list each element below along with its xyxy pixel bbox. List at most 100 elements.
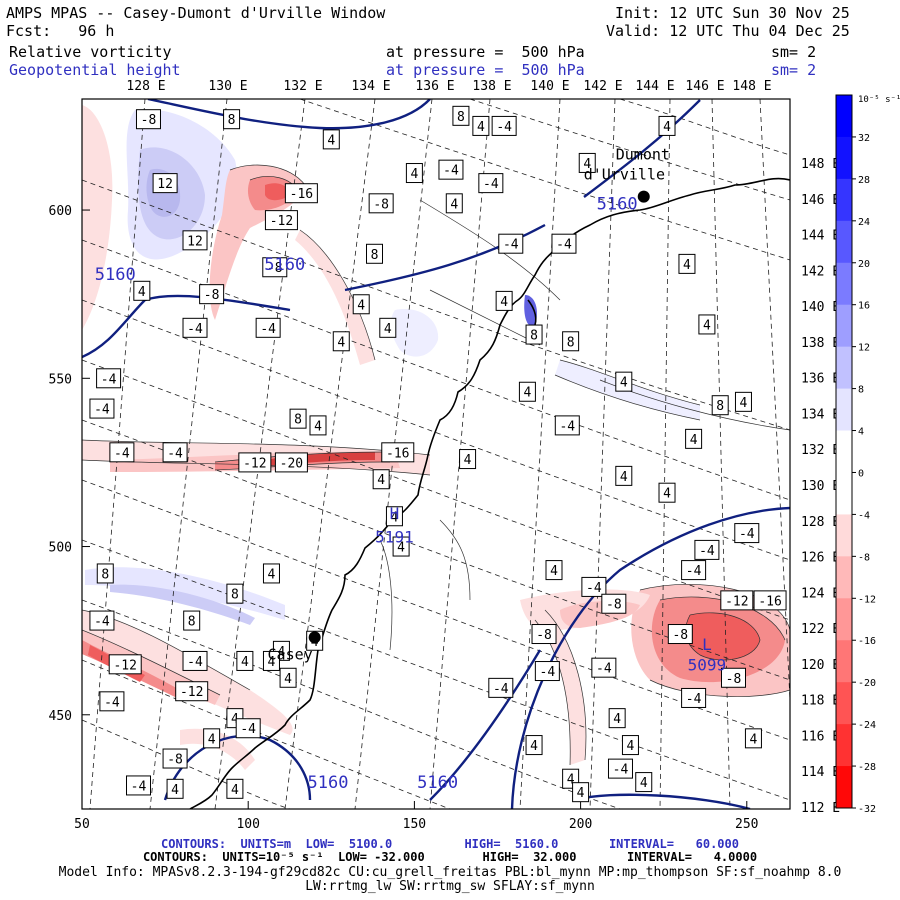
vorticity-label-text: 8 <box>188 615 196 630</box>
vorticity-label-text: 8 <box>231 588 239 603</box>
colorbar-tick-label: 32 <box>858 133 870 144</box>
vorticity-label-text: 8 <box>101 567 109 582</box>
vorticity-label-box <box>152 173 178 194</box>
vorticity-label-text: -8 <box>167 753 183 768</box>
vorticity-label-text: 4 <box>577 786 585 801</box>
vorticity-label-box <box>720 590 754 611</box>
vorticity-label-text: 4 <box>477 120 485 135</box>
vorticity-label: 4 <box>379 317 397 338</box>
vorticity-label: 4 <box>166 778 184 799</box>
vorticity-label-text: 4 <box>397 541 405 556</box>
vorticity-label-box <box>459 449 477 470</box>
vorticity-label: -4 <box>89 610 115 631</box>
init-time: Init: 12 UTC Sun 30 Nov 25 <box>615 4 850 22</box>
vorticity-label: -4 <box>607 758 633 779</box>
vorticity-label: 4 <box>545 560 563 581</box>
vorticity-label-text: 4 <box>241 655 249 670</box>
colorbar-tick-label: -24 <box>858 720 876 731</box>
vorticity-label: -4 <box>534 661 560 682</box>
vorticity-label: 4 <box>459 449 477 470</box>
vorticity-label-text: -8 <box>373 197 389 212</box>
vorticity-label: 4 <box>518 381 536 402</box>
top-longitude-labels: 128 E 130 E 132 E 134 E 136 E 138 E 140 E 142 E… <box>126 79 771 94</box>
vorticity-label-box <box>108 654 142 675</box>
vorticity-label-text: 4 <box>410 167 418 182</box>
vorticity-label-text: 4 <box>464 453 472 468</box>
station-label: Dumont <box>616 146 670 164</box>
field2-level: at pressure = 500 hPa <box>386 61 585 79</box>
colorbar-segment <box>836 346 852 390</box>
colorbar-tick-label: -20 <box>858 678 876 689</box>
vorticity-label-box <box>238 452 272 473</box>
vorticity-label-text: -12 <box>243 456 266 471</box>
right-grid-label: 134 E <box>801 407 840 422</box>
y-tick-label: 450 <box>49 709 72 724</box>
right-grid-label: 118 E <box>801 694 840 709</box>
vorticity-label-text: 4 <box>391 510 399 525</box>
colorbar-tick-label: 24 <box>858 217 870 228</box>
vorticity-label-box <box>495 290 513 311</box>
vorticity-label-text: 12 <box>187 234 203 249</box>
vorticity-label-box <box>472 115 490 136</box>
colorbar-segment <box>836 430 852 473</box>
vorticity-label-box <box>183 610 201 631</box>
vorticity-label-text: -4 <box>739 527 755 542</box>
vorticity-label-text: -4 <box>699 544 715 559</box>
vorticity-label-box <box>162 442 188 463</box>
vorticity-label-text: -16 <box>758 594 781 609</box>
vorticity-label: -8 <box>199 284 225 305</box>
top-longitude-label: 130 E <box>208 79 247 94</box>
top-longitude-label: 138 E <box>472 79 511 94</box>
vorticity-label-text: 4 <box>663 120 671 135</box>
vorticity-label-box <box>581 576 607 597</box>
vorticity-label: 4 <box>615 465 633 486</box>
vorticity-label: 4 <box>226 778 244 799</box>
vorticity-label-box <box>698 314 716 335</box>
colorbar-segment <box>836 178 852 222</box>
vorticity-label: -8 <box>162 748 188 769</box>
vorticity-label-box <box>236 650 254 671</box>
vorticity-label: -8 <box>135 109 161 130</box>
vorticity-label-box <box>525 324 543 345</box>
vorticity-label-box <box>182 317 208 338</box>
colorbar-segment <box>836 766 852 809</box>
vorticity-label-box <box>368 193 394 214</box>
vorticity-label-box <box>262 650 280 671</box>
vorticity-label-text: -4 <box>686 692 702 707</box>
vorticity-label-box <box>744 728 762 749</box>
vorticity-label-text: 4 <box>703 318 711 333</box>
vorticity-label: 4 <box>262 650 280 671</box>
vorticity-label-text: -4 <box>260 322 276 337</box>
vorticity-label: -4 <box>89 398 115 419</box>
colorbar-tick-label: 16 <box>858 301 870 312</box>
vorticity-label-text: -4 <box>596 662 612 677</box>
vorticity-label-text: 4 <box>268 567 276 582</box>
vorticity-label: 8 <box>183 610 201 631</box>
top-longitude-label: 148 E <box>732 79 771 94</box>
x-tick-label: 150 <box>403 817 426 832</box>
vorticity-label-text: 8 <box>530 329 538 344</box>
top-longitude-label: 132 E <box>283 79 322 94</box>
x-tick-label: 200 <box>569 817 592 832</box>
vorticity-label-box <box>681 560 707 581</box>
vorticity-label-text: -8 <box>672 628 688 643</box>
colorbar-tick-label: -4 <box>858 510 870 521</box>
vorticity-label-text: -4 <box>187 655 203 670</box>
vorticity-label-box <box>667 624 693 645</box>
vorticity-label: 8 <box>525 324 543 345</box>
vorticity-label-text: -8 <box>204 288 220 303</box>
vorticity-label: 8 <box>289 408 307 429</box>
vorticity-label: -12 <box>264 210 298 231</box>
coastline <box>189 177 790 809</box>
vorticity-label-box <box>226 778 244 799</box>
vorticity-label-box <box>89 398 115 419</box>
vorticity-label-text: 8 <box>567 335 575 350</box>
map-title: AMPS MPAS -- Casey-Dumont d'Urville Wind… <box>6 4 386 22</box>
vorticity-label-text: 4 <box>620 376 628 391</box>
vorticity-label-text: 4 <box>278 645 286 660</box>
vorticity-label-text: 4 <box>268 655 276 670</box>
vorticity-label: -4 <box>498 233 524 254</box>
vorticity-label-text: 4 <box>138 285 146 300</box>
vorticity-label-text: -12 <box>725 594 748 609</box>
vorticity-label-box <box>525 735 543 756</box>
